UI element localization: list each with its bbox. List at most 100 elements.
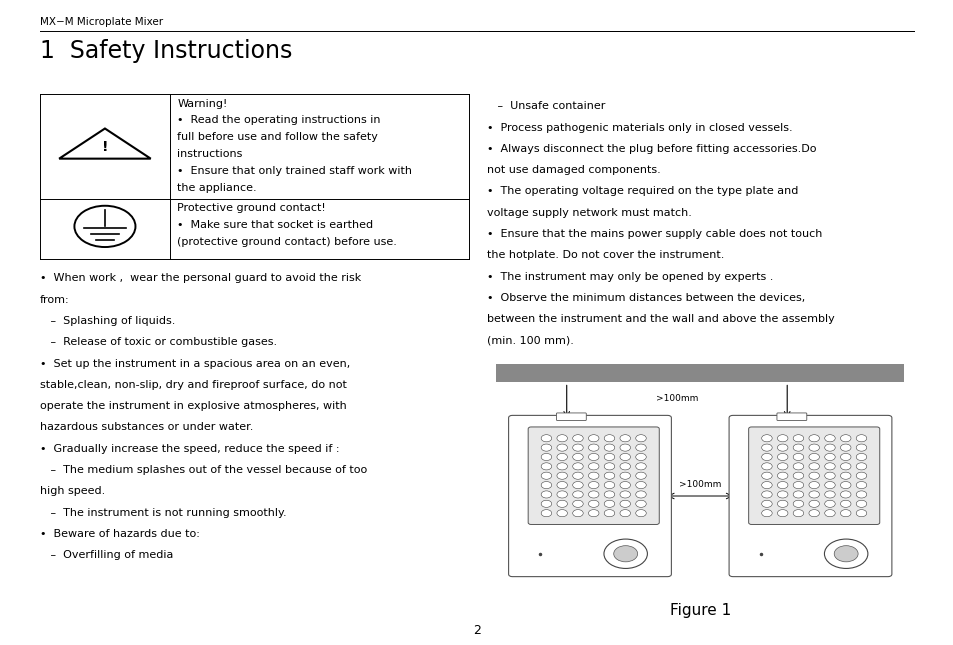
- Text: •  Read the operating instructions in: • Read the operating instructions in: [177, 115, 380, 126]
- Text: •  Ensure that only trained staff work with: • Ensure that only trained staff work wi…: [177, 166, 412, 176]
- Circle shape: [856, 444, 866, 451]
- Text: Figure 1: Figure 1: [669, 603, 730, 618]
- Circle shape: [603, 491, 614, 498]
- Circle shape: [823, 453, 835, 461]
- Circle shape: [808, 472, 819, 479]
- Circle shape: [760, 510, 771, 517]
- Text: •  Observe the minimum distances between the devices,: • Observe the minimum distances between …: [486, 293, 804, 303]
- Text: •  Ensure that the mains power supply cable does not touch: • Ensure that the mains power supply cab…: [486, 229, 821, 239]
- Circle shape: [840, 501, 850, 508]
- Circle shape: [856, 501, 866, 508]
- Circle shape: [635, 501, 645, 508]
- Circle shape: [856, 472, 866, 479]
- Circle shape: [808, 482, 819, 489]
- Circle shape: [557, 444, 567, 451]
- Circle shape: [856, 453, 866, 461]
- Circle shape: [777, 510, 787, 517]
- Circle shape: [603, 510, 614, 517]
- Circle shape: [619, 453, 630, 461]
- Text: operate the instrument in explosive atmospheres, with: operate the instrument in explosive atmo…: [40, 401, 347, 412]
- Circle shape: [760, 453, 771, 461]
- Circle shape: [760, 501, 771, 508]
- Circle shape: [540, 491, 551, 498]
- Text: the hotplate. Do not cover the instrument.: the hotplate. Do not cover the instrumen…: [486, 250, 723, 261]
- Text: (min. 100 mm).: (min. 100 mm).: [486, 335, 573, 346]
- Text: –  Splashing of liquids.: – Splashing of liquids.: [40, 316, 175, 326]
- Circle shape: [792, 510, 802, 517]
- Circle shape: [856, 482, 866, 489]
- Circle shape: [840, 491, 850, 498]
- Text: (protective ground contact) before use.: (protective ground contact) before use.: [177, 237, 396, 247]
- Circle shape: [777, 472, 787, 479]
- Circle shape: [557, 463, 567, 470]
- Circle shape: [777, 501, 787, 508]
- Circle shape: [613, 546, 637, 562]
- Text: •  When work ,  wear the personal guard to avoid the risk: • When work , wear the personal guard to…: [40, 273, 361, 284]
- Circle shape: [540, 463, 551, 470]
- Circle shape: [572, 482, 582, 489]
- Circle shape: [557, 453, 567, 461]
- Text: the appliance.: the appliance.: [177, 183, 256, 193]
- Circle shape: [557, 510, 567, 517]
- Circle shape: [777, 482, 787, 489]
- Circle shape: [635, 453, 645, 461]
- Circle shape: [823, 539, 867, 568]
- Circle shape: [603, 472, 614, 479]
- Circle shape: [808, 491, 819, 498]
- Circle shape: [588, 472, 598, 479]
- Circle shape: [540, 435, 551, 442]
- Circle shape: [808, 435, 819, 442]
- Circle shape: [823, 491, 835, 498]
- Circle shape: [635, 435, 645, 442]
- Circle shape: [635, 463, 645, 470]
- FancyBboxPatch shape: [528, 427, 659, 524]
- Circle shape: [792, 491, 802, 498]
- Circle shape: [588, 444, 598, 451]
- Circle shape: [619, 491, 630, 498]
- Text: hazardous substances or under water.: hazardous substances or under water.: [40, 422, 253, 433]
- Circle shape: [823, 482, 835, 489]
- Circle shape: [572, 435, 582, 442]
- Text: !: !: [102, 141, 108, 154]
- Text: stable,clean, non-slip, dry and fireproof surface, do not: stable,clean, non-slip, dry and fireproo…: [40, 380, 347, 390]
- Circle shape: [856, 491, 866, 498]
- Circle shape: [840, 453, 850, 461]
- Text: full before use and follow the safety: full before use and follow the safety: [177, 132, 378, 143]
- Circle shape: [540, 482, 551, 489]
- Circle shape: [540, 444, 551, 451]
- Text: •  Process pathogenic materials only in closed vessels.: • Process pathogenic materials only in c…: [486, 123, 791, 133]
- Circle shape: [588, 453, 598, 461]
- Text: –  Overfilling of media: – Overfilling of media: [40, 550, 173, 561]
- Circle shape: [777, 444, 787, 451]
- FancyBboxPatch shape: [776, 413, 806, 421]
- Circle shape: [792, 444, 802, 451]
- Circle shape: [557, 501, 567, 508]
- Circle shape: [619, 435, 630, 442]
- Text: •  Set up the instrument in a spacious area on an even,: • Set up the instrument in a spacious ar…: [40, 359, 350, 369]
- Circle shape: [557, 491, 567, 498]
- Circle shape: [856, 510, 866, 517]
- Circle shape: [777, 453, 787, 461]
- Text: >100mm: >100mm: [655, 394, 698, 403]
- Circle shape: [572, 472, 582, 479]
- Text: Protective ground contact!: Protective ground contact!: [177, 203, 326, 213]
- Text: 2: 2: [473, 624, 480, 637]
- Circle shape: [792, 453, 802, 461]
- Circle shape: [840, 510, 850, 517]
- Circle shape: [808, 463, 819, 470]
- FancyBboxPatch shape: [508, 415, 671, 577]
- Text: –  The instrument is not running smoothly.: – The instrument is not running smoothly…: [40, 508, 287, 518]
- Text: high speed.: high speed.: [40, 486, 105, 497]
- Circle shape: [572, 491, 582, 498]
- Circle shape: [619, 444, 630, 451]
- Circle shape: [777, 463, 787, 470]
- Circle shape: [760, 491, 771, 498]
- Text: between the instrument and the wall and above the assembly: between the instrument and the wall and …: [486, 314, 834, 324]
- Text: •  Gradually increase the speed, reduce the speed if :: • Gradually increase the speed, reduce t…: [40, 444, 339, 454]
- Circle shape: [760, 472, 771, 479]
- Circle shape: [603, 501, 614, 508]
- Circle shape: [557, 482, 567, 489]
- Circle shape: [833, 546, 857, 562]
- Circle shape: [619, 510, 630, 517]
- Circle shape: [635, 444, 645, 451]
